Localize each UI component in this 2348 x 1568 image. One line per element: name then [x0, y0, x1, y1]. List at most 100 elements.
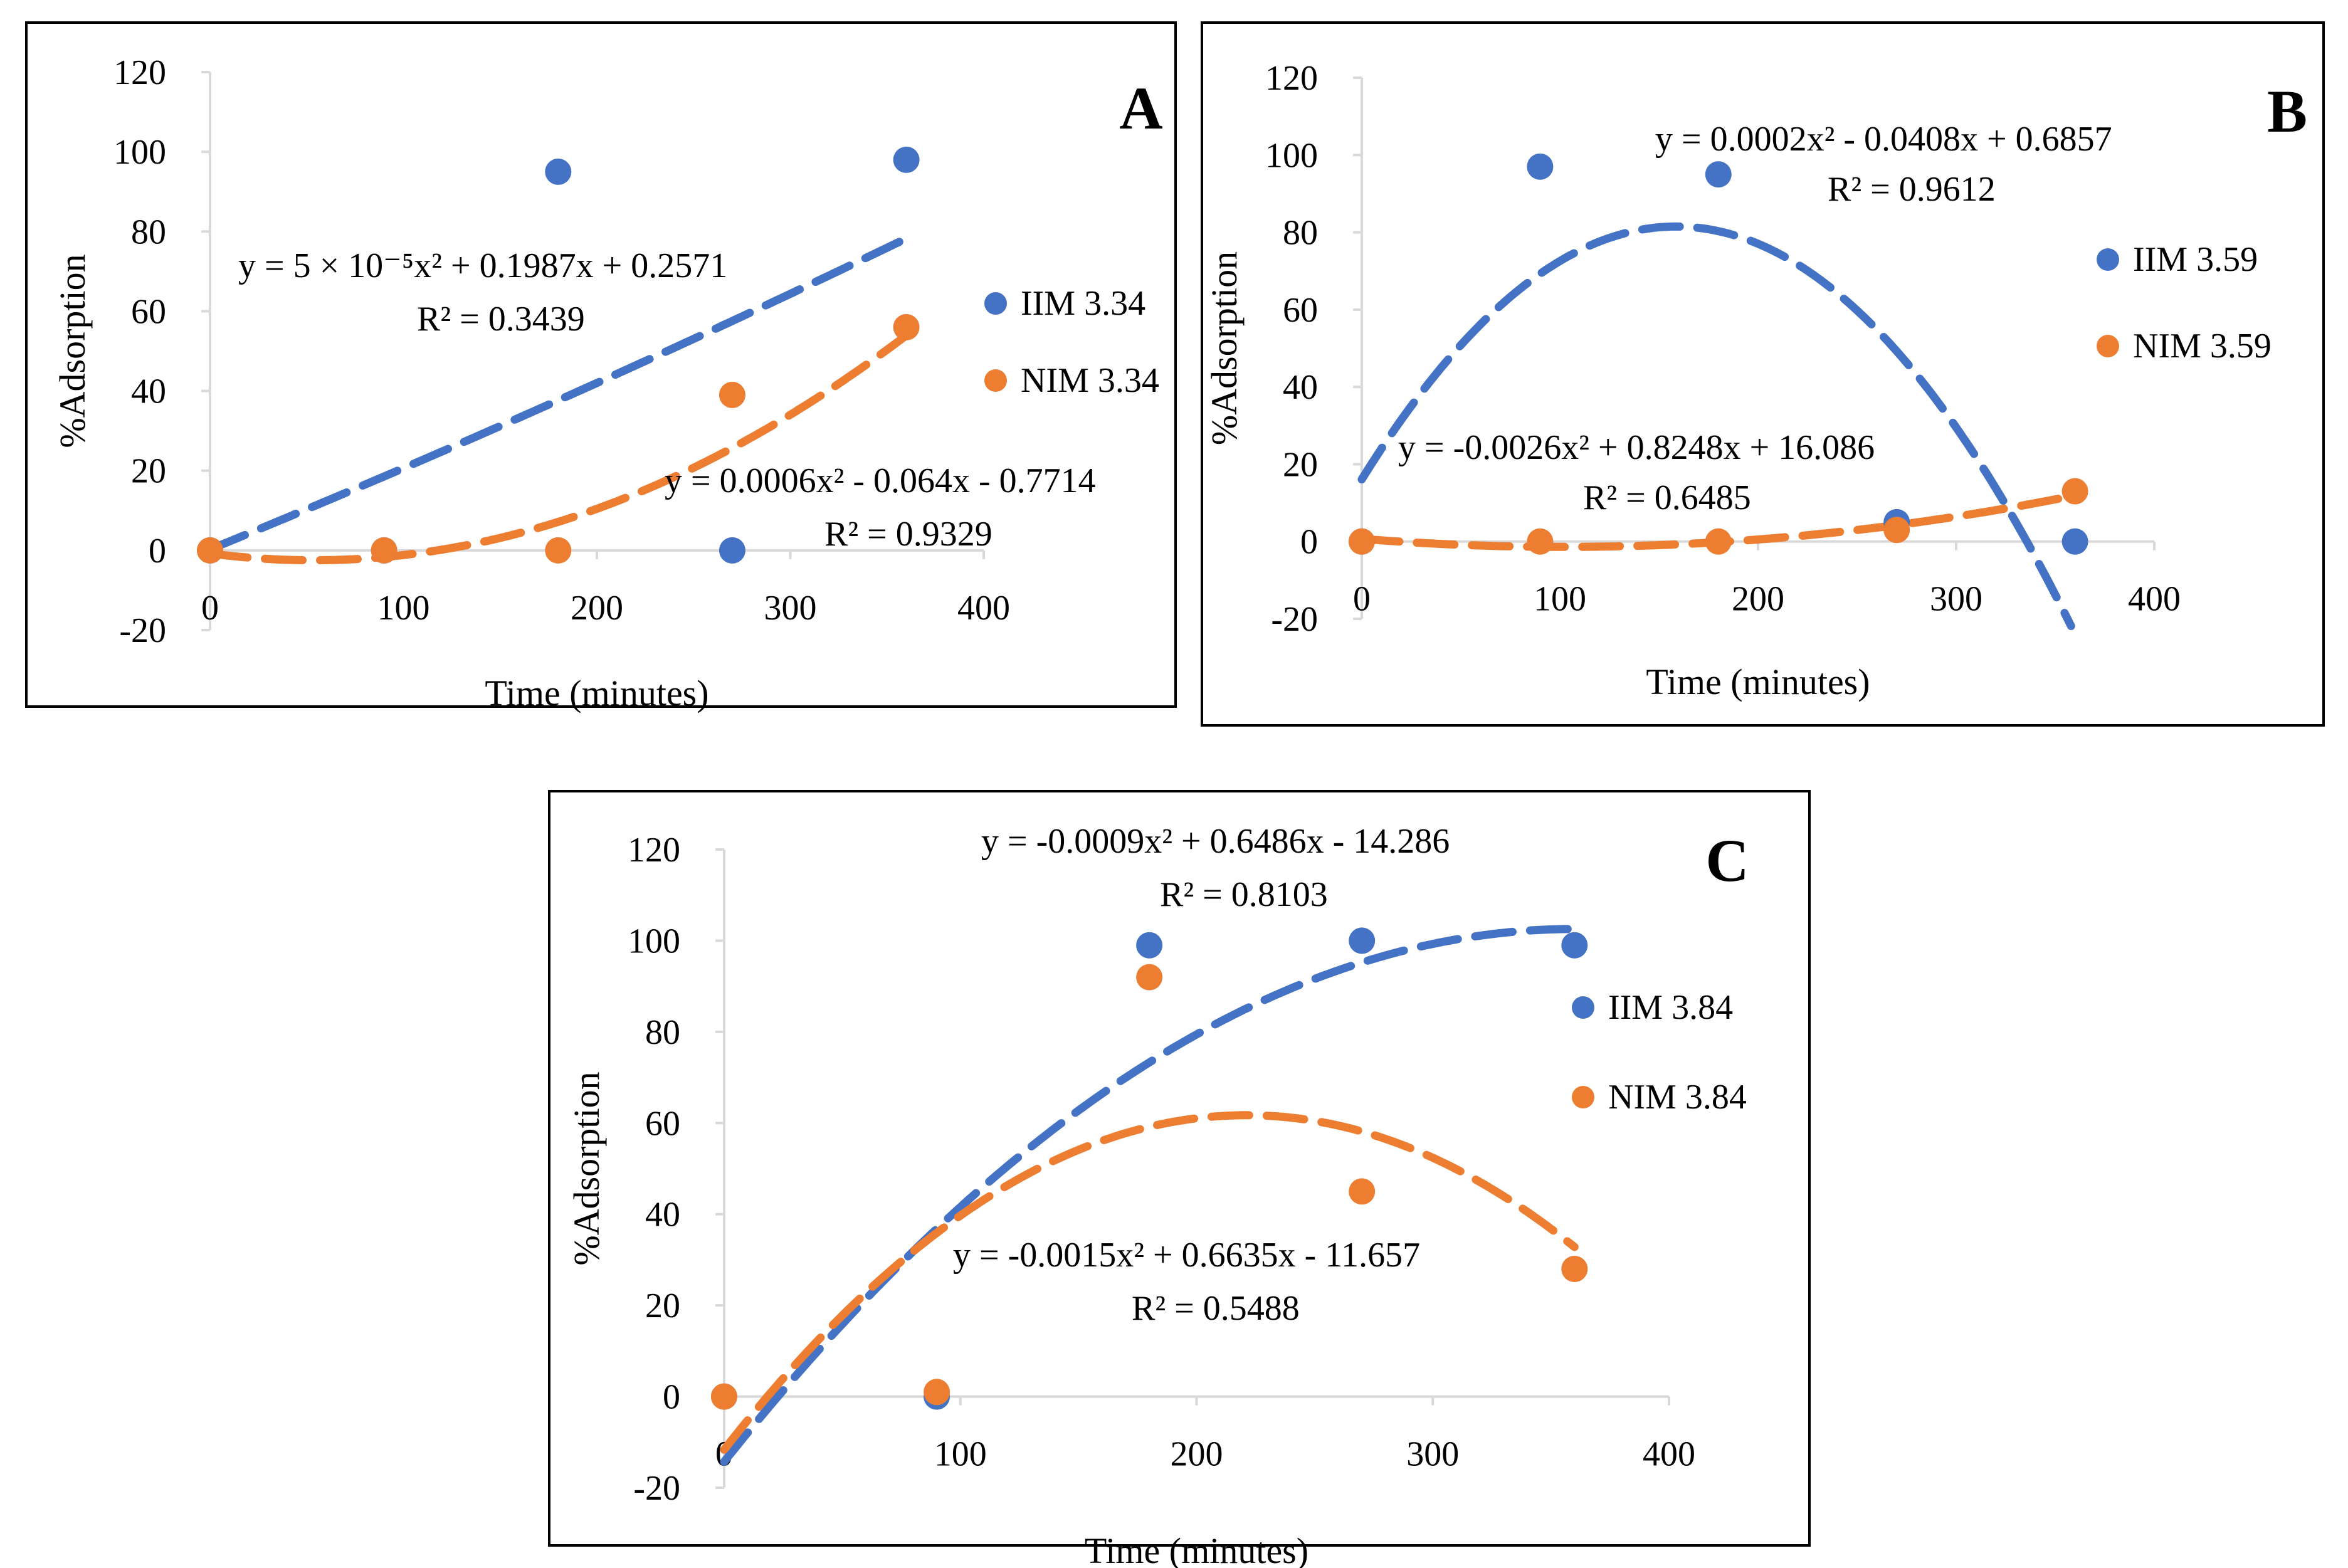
legend-marker [1572, 1086, 1594, 1108]
y-tick-label: 20 [1283, 445, 1318, 484]
y-tick-label: 120 [113, 53, 166, 92]
x-tick-label: 0 [1353, 580, 1371, 619]
trendline-iim-359 [1357, 222, 2075, 630]
trendline-nim-334 [206, 331, 911, 565]
data-point [1561, 932, 1588, 959]
legend-label: NIM 3.84 [1608, 1078, 1747, 1117]
trendline-equation: y = -0.0009x² + 0.6486x - 14.286 [981, 822, 1450, 861]
y-tick-label: -20 [1271, 600, 1318, 639]
x-tick-label: 200 [571, 589, 623, 628]
x-tick-label: 300 [1406, 1435, 1459, 1474]
legend-label: IIM 3.59 [2133, 240, 2258, 279]
trendline-iim-384 [720, 925, 1579, 1466]
trendline-r-squared: R² = 0.5488 [1132, 1289, 1300, 1328]
data-point [711, 1383, 737, 1410]
trendline-r-squared: R² = 0.9329 [824, 515, 992, 554]
data-point [1527, 528, 1554, 555]
y-tick-label: 0 [1300, 523, 1318, 562]
panel-frame [548, 790, 1811, 1547]
panel-frame [25, 21, 1177, 708]
trendline-r-squared: R² = 0.9612 [1828, 170, 1996, 209]
trendline-equation: y = -0.0026x² + 0.8248x + 16.086 [1398, 428, 1875, 467]
x-axis-title: Time (minutes) [1085, 1530, 1308, 1568]
trendline-r-squared: R² = 0.6485 [1583, 478, 1751, 517]
legend-label: IIM 3.84 [1608, 988, 1733, 1027]
trendline-equation: y = 0.0002x² - 0.0408x + 0.6857 [1655, 120, 2112, 159]
data-point [1349, 528, 1375, 555]
trendline-equation: y = -0.0015x² + 0.6635x - 11.657 [953, 1236, 1420, 1275]
x-tick-label: 300 [1930, 580, 1982, 619]
panel-letter: B [2267, 78, 2307, 145]
data-point [893, 313, 920, 340]
data-point [545, 537, 572, 564]
data-point [924, 1379, 950, 1406]
y-axis-title: %Adsorption [1204, 251, 1245, 445]
x-tick-label: 100 [1534, 580, 1586, 619]
y-tick-label: 60 [1283, 291, 1318, 330]
x-tick-label: 400 [2128, 580, 2181, 619]
trendline-equation: y = 5 × 10⁻⁵x² + 0.1987x + 0.2571 [238, 246, 727, 285]
x-tick-label: 100 [377, 589, 430, 628]
y-tick-label: 60 [645, 1104, 680, 1143]
y-tick-label: 40 [645, 1196, 680, 1234]
trendline-r-squared: R² = 0.8103 [1160, 875, 1328, 914]
data-point [1705, 161, 1732, 188]
y-axis-title: %Adsorption [566, 1071, 607, 1265]
y-tick-label: -20 [633, 1469, 680, 1508]
data-point [893, 146, 920, 173]
legend-marker [1572, 996, 1594, 1019]
panel-letter: C [1705, 827, 1749, 894]
chart-panel-a: -20 0 20 40 60 80 100 120 0 100 200 300 400 Time (min… [25, 21, 1177, 713]
legend-label: IIM 3.34 [1021, 284, 1145, 323]
trendline-r-squared: R² = 0.3439 [417, 300, 585, 339]
panel-letter: A [1119, 75, 1162, 142]
y-tick-label: 20 [645, 1286, 680, 1325]
legend-marker [2097, 248, 2119, 271]
x-tick-label: 200 [1732, 580, 1784, 619]
data-point [545, 158, 572, 185]
y-tick-label: 120 [1265, 59, 1318, 98]
x-tick-label: 300 [764, 589, 817, 628]
data-point [1349, 927, 1376, 954]
y-tick-label: 100 [628, 922, 680, 960]
y-tick-label: 80 [131, 213, 166, 251]
x-tick-label: 400 [1643, 1435, 1695, 1474]
y-tick-label: 0 [149, 532, 166, 571]
data-point [719, 381, 745, 408]
data-point [1136, 964, 1163, 991]
data-point [1561, 1255, 1588, 1282]
trendline-equation: y = 0.0006x² - 0.064x - 0.7714 [665, 461, 1096, 500]
y-tick-label: 80 [1283, 214, 1318, 253]
panel-frame [1201, 21, 2325, 727]
data-point [1705, 528, 1732, 555]
y-tick-label: -20 [119, 611, 166, 650]
y-tick-label: 20 [131, 452, 166, 491]
y-tick-label: 100 [1265, 136, 1318, 175]
y-tick-label: 0 [663, 1378, 680, 1417]
data-point [2061, 528, 2088, 555]
x-tick-label: 100 [934, 1435, 987, 1474]
y-tick-label: 40 [131, 372, 166, 411]
y-tick-label: 100 [113, 133, 166, 172]
data-point [371, 537, 397, 564]
x-axis-title: Time (minutes) [1646, 661, 1870, 702]
y-tick-label: 40 [1283, 368, 1318, 407]
x-axis-title: Time (minutes) [485, 673, 708, 713]
legend-marker [984, 369, 1007, 392]
data-point [1527, 153, 1554, 180]
data-point [719, 537, 745, 564]
chart-panel-b: -20 0 20 40 60 80 100 120 0 100 200 300 400 Time (min… [1201, 21, 2325, 727]
data-point [197, 537, 223, 564]
data-point [1883, 517, 1910, 544]
y-tick-label: 60 [131, 292, 166, 331]
y-axis-title: %Adsorption [52, 254, 93, 448]
y-tick-label: 80 [645, 1013, 680, 1052]
legend-label: NIM 3.34 [1021, 361, 1159, 400]
trendline-iim-334 [206, 234, 911, 554]
data-point [1349, 1178, 1376, 1205]
data-point [2061, 478, 2088, 505]
x-tick-label: 200 [1171, 1435, 1223, 1474]
x-tick-label: 400 [957, 589, 1010, 628]
